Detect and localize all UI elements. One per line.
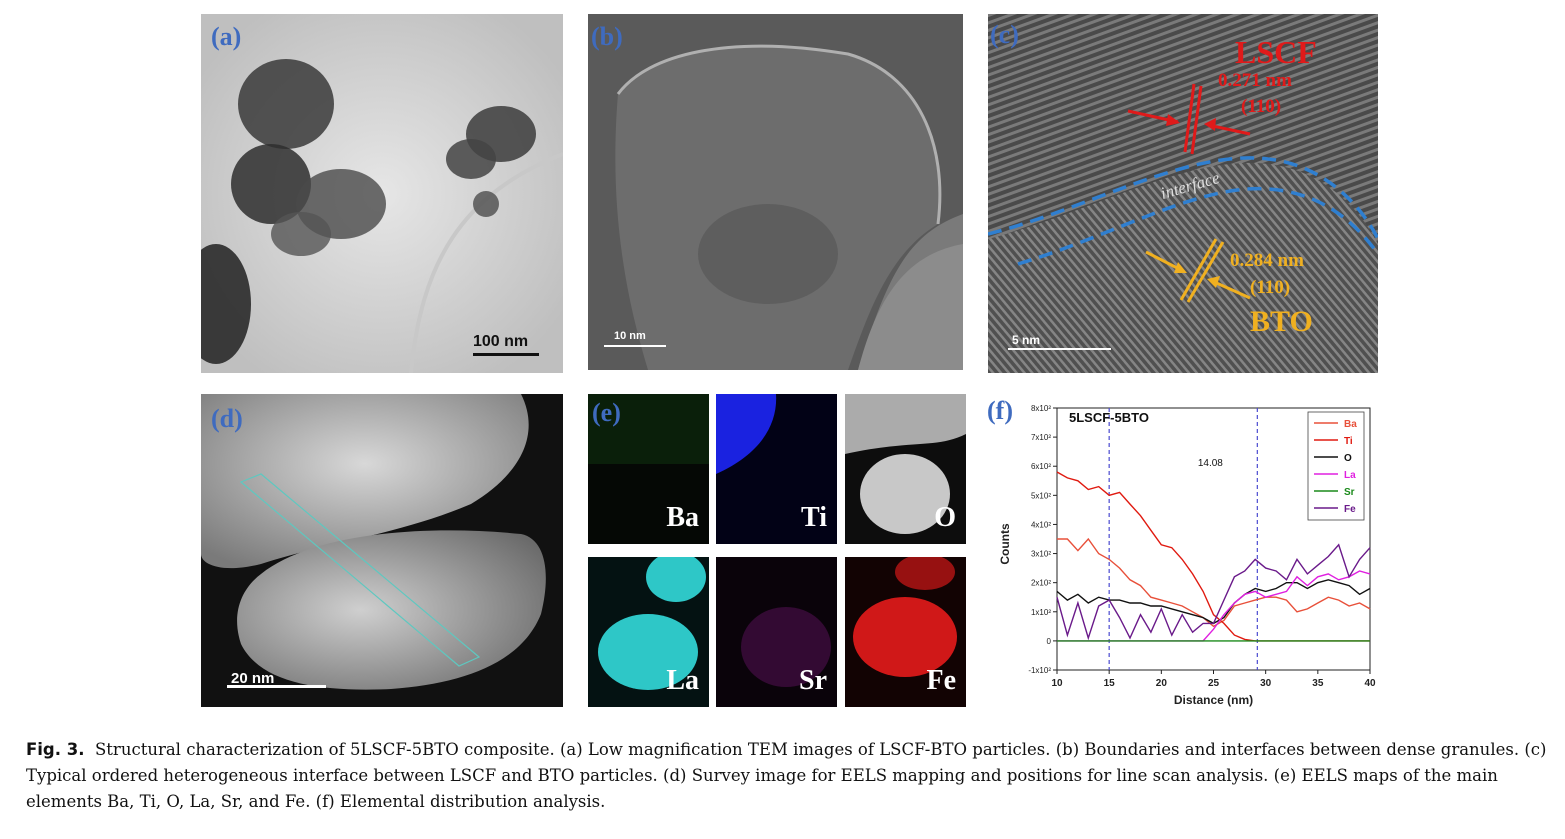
map-fe: Fe (845, 557, 966, 707)
panel-b-label: (b) (591, 22, 623, 51)
y-tick-label: 7x10² (1031, 433, 1051, 442)
panel-c-scale-bar (1008, 348, 1111, 350)
panel-d-image (201, 394, 563, 707)
y-tick-label: 0 (1047, 637, 1052, 646)
map-fe-label: Fe (926, 665, 956, 696)
y-tick-label: 8x10² (1031, 404, 1051, 413)
panel-b-scale-bar (604, 345, 666, 347)
x-tick-label: 40 (1364, 678, 1376, 689)
panel-c-scale-text: 5 nm (1012, 333, 1041, 347)
panel-c-image (988, 14, 1378, 373)
panel-f-label: (f) (987, 396, 1013, 425)
x-tick-label: 25 (1208, 678, 1220, 689)
map-ti-signal (716, 394, 837, 544)
caption-label: Fig. 3. (26, 740, 85, 759)
panel-a-scale-text: 100 nm (473, 333, 529, 350)
map-o-label: O (934, 502, 956, 533)
panel-c-label: (c) (990, 20, 1019, 49)
panel-a: (a) 100 nm (201, 14, 563, 373)
series-line-fe (1056, 543, 1371, 641)
panel-c: (c) LSCF 0.271 nm (110) interface 0.284 … (988, 14, 1378, 373)
caption-text: Structural characterization of 5LSCF-5BT… (26, 740, 1547, 811)
panel-b-image (588, 14, 963, 370)
x-tick-label: 10 (1051, 678, 1063, 689)
map-ti: Ti (716, 394, 837, 544)
map-sr-signal (716, 557, 837, 707)
y-tick-label: 5x10² (1031, 491, 1051, 500)
y-tick-label: 6x10² (1031, 462, 1051, 471)
bto-title: BTO (1250, 305, 1313, 338)
legend-label: La (1344, 470, 1356, 481)
x-tick-label: 35 (1312, 678, 1324, 689)
y-tick-label: -1x10² (1028, 666, 1051, 675)
x-tick-label: 30 (1260, 678, 1272, 689)
map-fe-signal (845, 557, 966, 707)
y-axis-label: Counts (998, 523, 1012, 565)
panel-e-label: (e) (592, 398, 621, 427)
map-la: La (588, 557, 709, 707)
y-tick-label: 4x10² (1031, 520, 1051, 529)
panel-d-scale-bar (227, 685, 326, 688)
map-sr: Sr (716, 557, 837, 707)
panel-a-label: (a) (211, 22, 242, 51)
panel-e: Ba Ti O La Sr (588, 394, 968, 707)
panel-d-scale-text: 20 nm (231, 670, 275, 687)
panel-d-label: (d) (211, 404, 243, 433)
x-tick-label: 15 (1104, 678, 1116, 689)
legend-label: O (1344, 453, 1352, 464)
figure-caption: Fig. 3. Structural characterization of 5… (26, 737, 1556, 815)
linescan-chart: -1x10² 0 1x10² 2x10² 3x10² 4x10² 5x10² 6x10² 7x1… (998, 404, 1376, 707)
map-ba-signal (588, 394, 709, 544)
map-sr-label: Sr (799, 665, 827, 696)
lscf-spacing: 0.271 nm (1218, 70, 1292, 91)
lscf-title: LSCF (1235, 34, 1317, 70)
panel-a-image (201, 14, 563, 373)
bto-plane: (110) (1250, 277, 1291, 298)
panel-d: (d) 20 nm (201, 394, 563, 707)
legend-label: Sr (1344, 487, 1355, 498)
y-tick-label: 1x10² (1031, 608, 1051, 617)
y-tick-label: 2x10² (1031, 579, 1051, 588)
series-line-o (1056, 579, 1371, 625)
legend-label: Ba (1344, 419, 1357, 430)
bto-spacing: 0.284 nm (1230, 250, 1304, 271)
chart-annotation: 14.08 (1198, 458, 1223, 469)
panel-b-scale-text: 10 nm (614, 330, 646, 342)
panel-f: (f) -1x10² 0 1x10² 2x10² 3x10² 4x10² 5x10² 6x10… (985, 394, 1380, 714)
chart-title: 5LSCF-5BTO (1069, 410, 1149, 425)
panel-a-scale-bar (473, 353, 539, 356)
x-axis-label: Distance (nm) (1174, 693, 1253, 707)
map-ba: Ba (588, 394, 709, 544)
map-ti-label: Ti (801, 502, 827, 533)
x-tick-label: 20 (1156, 678, 1168, 689)
lscf-plane: (110) (1241, 96, 1282, 117)
map-o-signal (845, 394, 966, 544)
panel-b: (b) 10 nm (588, 14, 963, 370)
map-o: O (845, 394, 966, 544)
legend-label: Ti (1344, 436, 1353, 447)
legend-label: Fe (1344, 504, 1356, 515)
legend-box (1307, 411, 1365, 521)
map-ba-label: Ba (666, 502, 699, 533)
map-la-signal (588, 557, 709, 707)
y-tick-label: 3x10² (1031, 550, 1051, 559)
map-la-label: La (666, 665, 699, 696)
series-line-ba (1057, 537, 1371, 628)
